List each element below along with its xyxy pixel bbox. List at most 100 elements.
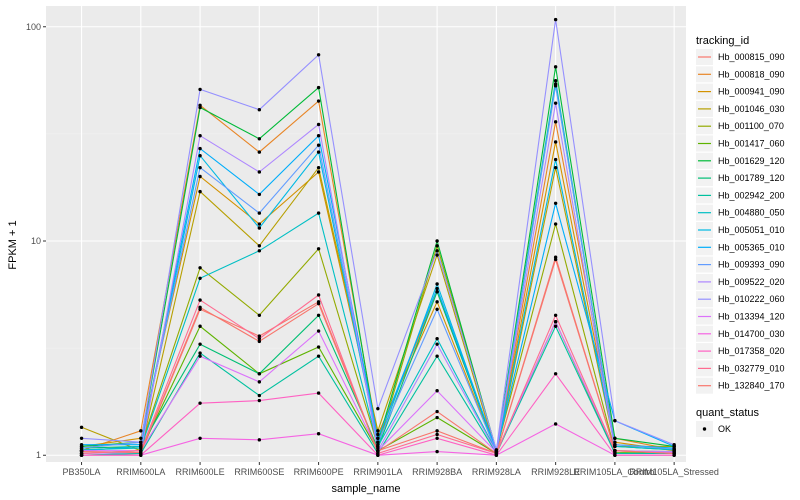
data-point [494,451,499,456]
data-point [376,406,380,411]
data-point [553,157,558,162]
data-point [79,446,84,450]
data-point [672,443,676,447]
data-point [435,249,439,253]
data-point [198,276,202,280]
data-point [435,432,439,437]
x-tick-label: RRIM600LA [116,467,165,477]
legend-item-label: Hb_004880_050 [718,208,785,218]
data-point [139,429,143,433]
data-point [553,324,558,328]
data-point [257,336,262,341]
legend-item: Hb_009522_020 [696,273,785,290]
legend-item-label: Hb_002942_200 [718,190,785,200]
legend-item-label: Hb_032779_010 [718,363,785,373]
legend-item: Hb_009393_090 [696,256,785,273]
data-point [435,389,439,393]
data-point [198,154,202,158]
data-point [316,354,321,358]
data-point [257,244,262,248]
data-point [198,266,202,270]
data-point [257,192,262,197]
data-point [257,108,262,112]
data-point [435,449,439,454]
data-point [198,354,202,358]
data-point [257,393,262,398]
legend-item-label: Hb_000941_090 [718,87,785,97]
data-point [316,165,321,170]
data-point [198,436,202,440]
data-point [435,436,439,440]
data-point [257,372,262,376]
data-point [613,418,617,423]
data-point [672,451,676,456]
x-axis-title: sample_name [331,483,400,495]
legend-item-label: Hb_000815_090 [718,52,785,62]
data-point [613,436,617,440]
data-point [139,440,143,444]
legend-item: Hb_013394_120 [696,308,785,325]
legend-item: Hb_001417_060 [696,135,785,152]
data-point [198,134,202,138]
data-point [435,429,439,433]
data-point [435,300,439,304]
data-point [613,453,617,457]
legend-item: Hb_002942_200 [696,187,785,204]
legend-item: Hb_014700_030 [696,325,785,342]
data-point [435,244,439,248]
data-point [376,440,380,444]
legend-item-label: Hb_132840_170 [718,381,785,391]
legend-item-label: Hb_001629_120 [718,156,785,166]
data-point [316,122,321,127]
data-point [79,443,84,447]
data-point [613,443,617,447]
data-point [198,174,202,179]
x-tick-label: RRIM600LE [176,467,225,477]
legend-item: Hb_017358_020 [696,343,785,360]
y-tick-label: 100 [26,22,41,32]
data-point [316,85,321,90]
legend-item: Hb_001789_120 [696,170,785,187]
point-legend-title: quant_status [696,407,759,419]
x-tick-label: RRIM105LA_Control [573,467,656,477]
point-legend-items: OK [696,421,731,437]
data-point [553,201,558,205]
data-point [376,449,380,454]
x-tick-label: RRIM600PE [294,467,344,477]
data-point [553,65,558,69]
data-point [257,438,262,442]
legend-item-label: Hb_014700_030 [718,329,785,339]
data-point [376,432,380,437]
x-tick-label: RRIM928BA [412,467,462,477]
data-point [553,313,558,318]
data-point [435,342,439,346]
data-point [435,282,439,286]
data-point [316,211,321,215]
legend-item: Hb_010222_060 [696,291,785,308]
data-point [257,313,262,318]
data-point [435,286,439,291]
data-point [553,165,558,170]
legend-item-label: Hb_001100_070 [718,121,784,131]
legend-item: Hb_132840_170 [696,377,785,394]
data-point [316,247,321,251]
x-tick-label: RRIM600SE [234,467,284,477]
data-point [316,301,321,306]
legend-title: tracking_id [696,35,749,47]
legend-item-label: Hb_010222_060 [718,294,785,304]
data-point [435,409,439,414]
legend-item-label: Hb_001046_030 [718,104,785,114]
data-point [257,334,262,338]
data-point [257,222,262,226]
data-point [316,99,321,103]
data-point [139,453,143,457]
x-axis: PB350LA RRIM600LA RRIM600LE RRIM600SE RRIM60… [63,462,719,477]
data-point [435,289,439,294]
data-point [198,351,202,355]
data-point [553,140,558,144]
legend-item: Hb_001046_030 [696,100,785,117]
data-point [198,305,202,310]
data-point [672,447,676,451]
legend-item-label: Hb_001417_060 [718,139,785,149]
data-point [553,320,558,324]
